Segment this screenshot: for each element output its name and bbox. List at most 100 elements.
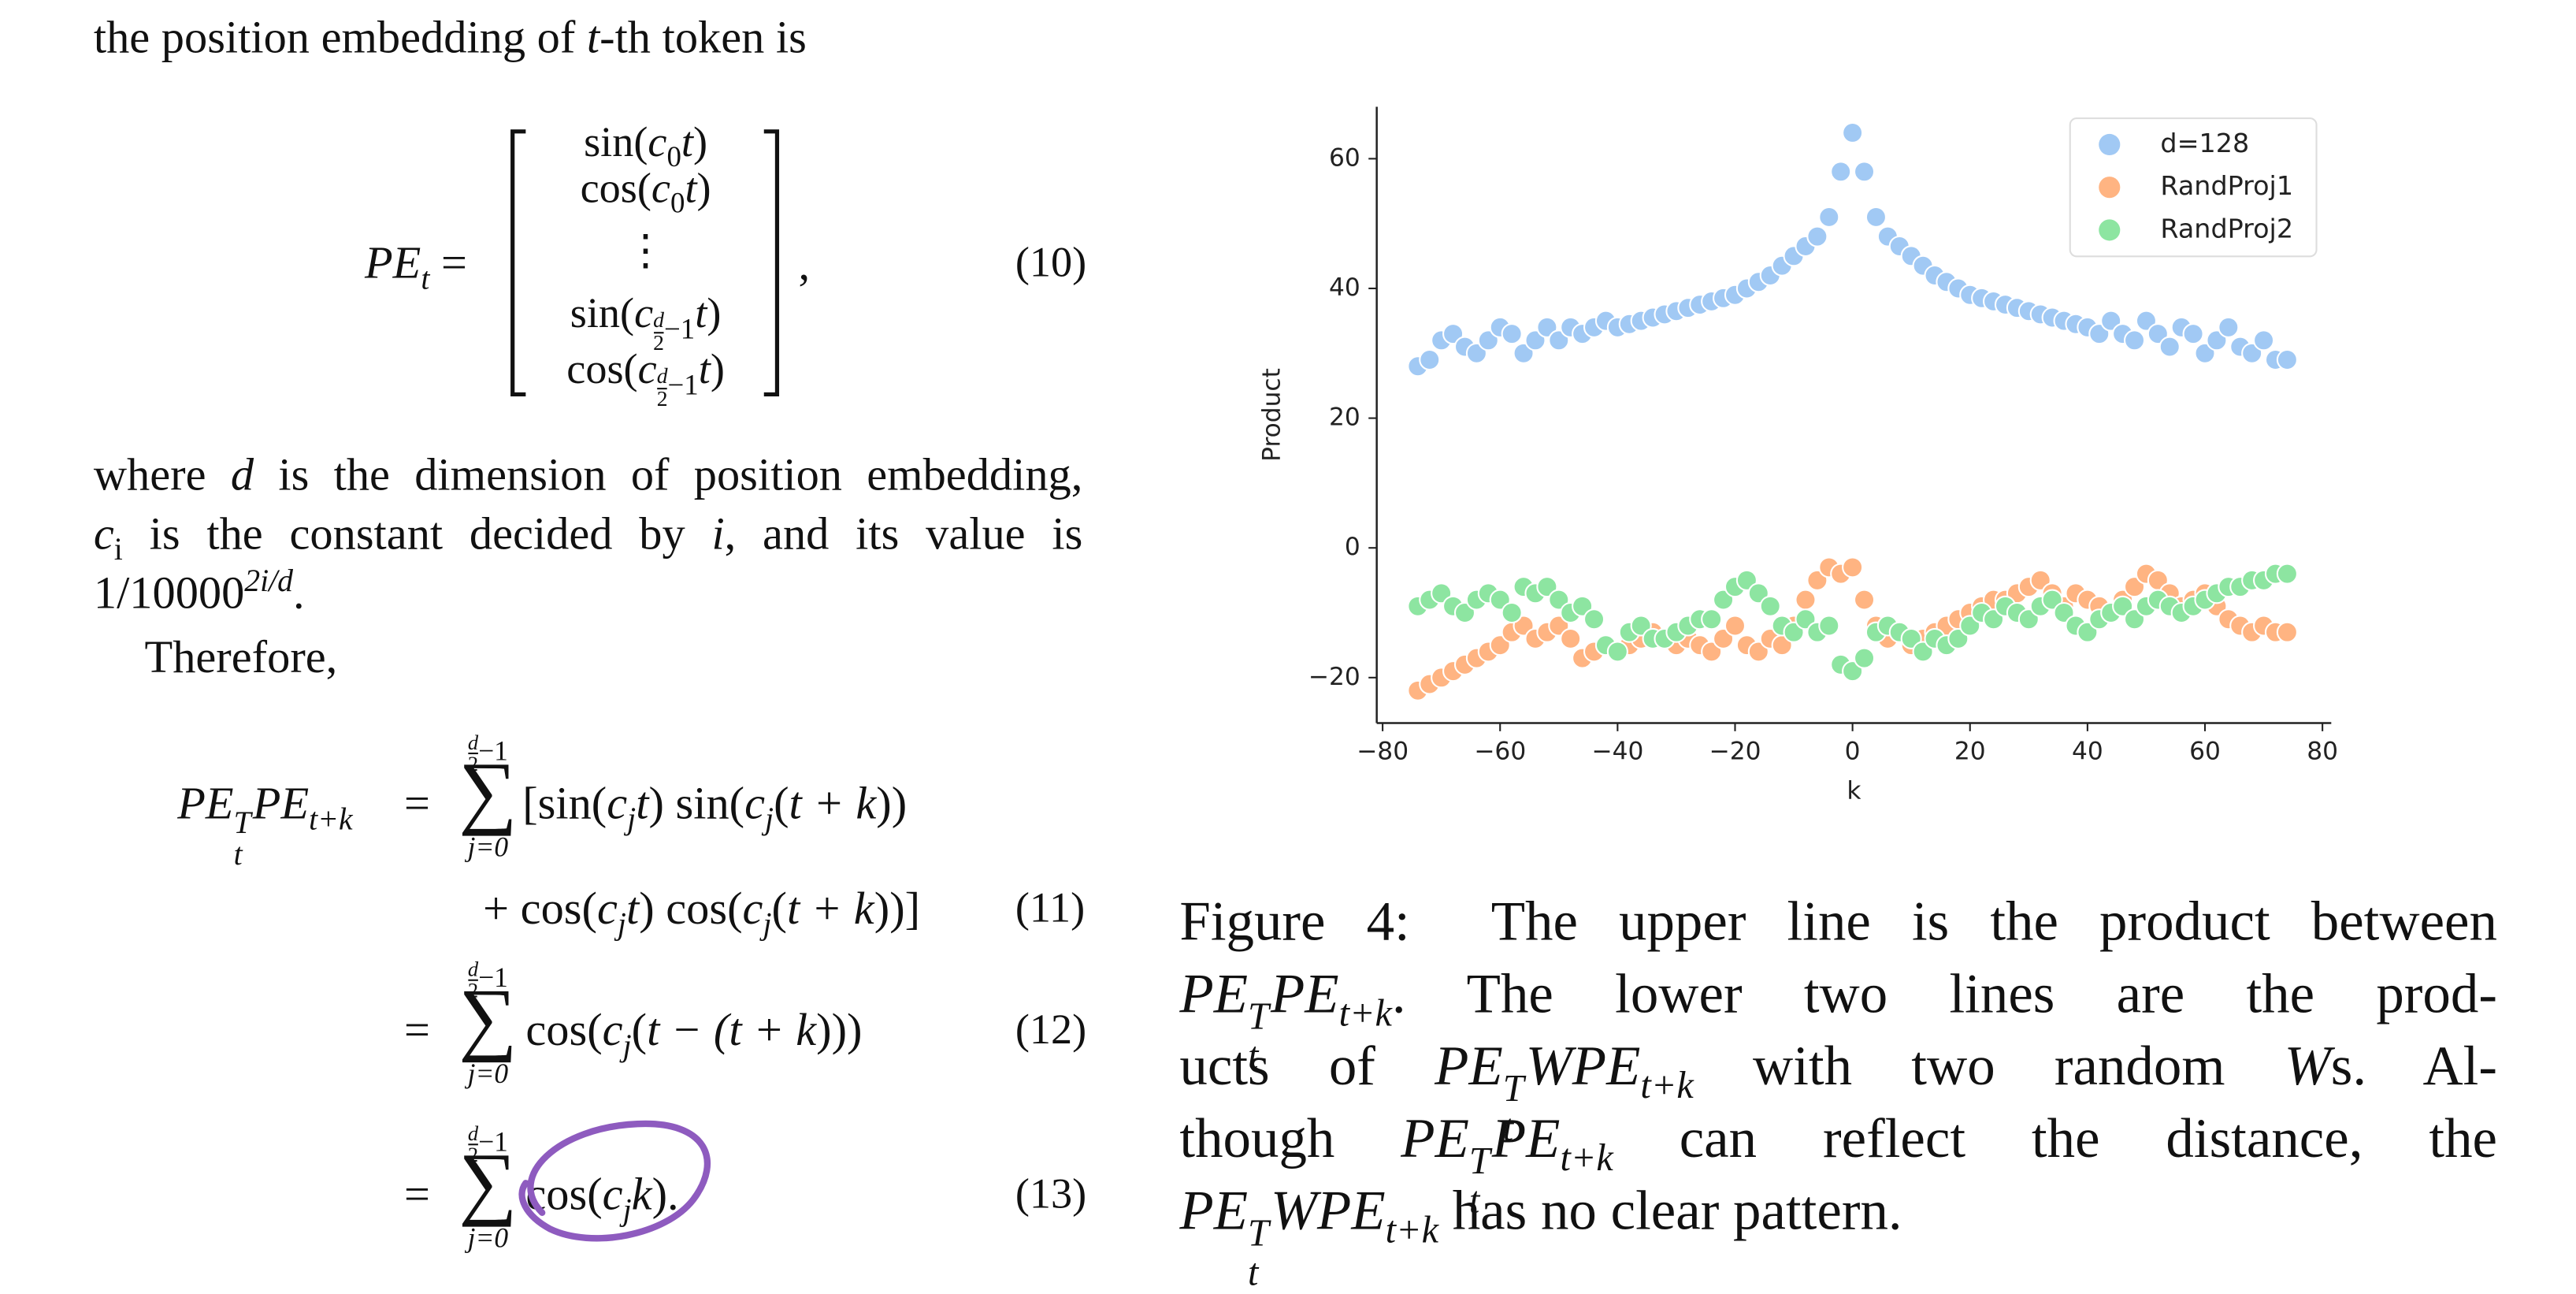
text: k [631, 1169, 652, 1221]
x-tick-label: 80 [2307, 737, 2338, 765]
text: . [1391, 964, 1406, 1026]
caption-line: Figure 4: The upper line is the product … [1179, 887, 2497, 960]
text: t + k [786, 883, 874, 935]
y-tick-label: 60 [1329, 143, 1360, 172]
scatter-point [1759, 595, 1781, 617]
text: ⋮ [624, 226, 667, 275]
text: −1 [663, 312, 696, 346]
x-tick-label: 40 [2072, 737, 2103, 765]
text: ∑ [458, 744, 518, 837]
text-group: j [627, 803, 636, 838]
text: t [636, 779, 649, 830]
scatter-point [1583, 608, 1605, 630]
text: Figure 4: [1179, 892, 1410, 954]
scatter-point [1842, 556, 1864, 578]
text-group: 2i/d [244, 565, 293, 600]
text: ∑ [458, 971, 518, 1064]
text: ) [693, 118, 708, 166]
text: T [1502, 1069, 1524, 1112]
text: −1 [667, 368, 699, 401]
y-tick-label: 0 [1345, 533, 1360, 561]
equals: = [404, 1006, 430, 1057]
text: 2i/d [244, 564, 294, 600]
row: sin(c0t) [522, 118, 769, 171]
scatter-point [1853, 161, 1876, 183]
scatter-point [1830, 161, 1852, 183]
intro: the position embedding of t-th token is [94, 13, 807, 66]
scatter-point [2123, 329, 2146, 351]
scatter-point [2253, 329, 2275, 351]
scatter-point [1865, 206, 1887, 229]
text: t+k [1640, 1065, 1694, 1108]
text: PE [1572, 1036, 1641, 1098]
eq10-lhs: PEt = [365, 238, 467, 298]
text: Al- [2422, 1036, 2497, 1098]
text: 2 [656, 385, 668, 411]
scatter-point [1842, 121, 1864, 144]
x-tick-label: −60 [1474, 737, 1526, 765]
row: cos(c0t) [522, 165, 769, 218]
text-group: d 2 −1 [653, 309, 696, 352]
text: sin( [570, 288, 635, 337]
text: t+k [1560, 1137, 1613, 1181]
scatter-point [1818, 206, 1840, 229]
path [518, 1120, 711, 1242]
top: d 2 −1 [450, 1122, 525, 1166]
text: t+k [1385, 1209, 1438, 1253]
scatter-point [1806, 225, 1828, 247]
text: the position embedding of [93, 13, 587, 65]
text: T [1468, 1140, 1490, 1184]
legend-marker [2099, 219, 2121, 241]
text: j [627, 802, 637, 838]
scatter-point [1818, 615, 1840, 637]
text: ucts of [1179, 1036, 1375, 1098]
text-line: ci is the constant decided by i, and its… [93, 509, 1082, 566]
text: ( [771, 883, 787, 935]
text: PE [177, 779, 234, 830]
text: with two random [1753, 1036, 2225, 1098]
text: d [467, 1122, 479, 1146]
text: t + k [789, 779, 877, 830]
row: cos(c d 2 −1t) [522, 345, 769, 410]
text: though [1179, 1109, 1335, 1170]
text: t [421, 262, 430, 297]
eq-body: cos(cj(t − (t + k))) [525, 1006, 863, 1062]
text: i [711, 509, 725, 561]
text: c [93, 509, 114, 561]
text: PE [1270, 964, 1339, 1026]
text: c [634, 288, 654, 337]
y-axis-label: Product [1258, 368, 1286, 462]
text: ))) [816, 1006, 863, 1057]
text: 0 [670, 186, 685, 219]
comma: , [798, 240, 811, 292]
eq-number: (11) [1015, 883, 1086, 932]
text: 0 [666, 139, 681, 173]
text: ))] [874, 883, 921, 935]
scatter-point [2276, 563, 2298, 585]
scatter-point [1724, 615, 1746, 637]
text: PE [364, 238, 421, 289]
scatter-point [1853, 589, 1876, 611]
text: t − (t + k [647, 1006, 817, 1057]
matrix-rows: sin(c0t) cos(c0t) ⋮ sin(c d 2 −1t) cos(c d 2−… [522, 0, 769, 427]
text: -th token is [599, 13, 807, 65]
scatter-point [1606, 641, 1628, 663]
text-group: j [623, 1194, 632, 1229]
scatter-point [1501, 601, 1523, 624]
text: ) sin( [648, 779, 745, 830]
summation: d 2 −1 ∑ j=0 [450, 1122, 525, 1255]
text: t [681, 118, 694, 166]
text-line: 1/100002i/d. [94, 565, 305, 621]
text: = [440, 238, 467, 289]
text: sin( [584, 118, 648, 166]
text: W [2284, 1036, 2331, 1098]
text: j [765, 802, 774, 838]
scatter-point [1853, 647, 1876, 669]
